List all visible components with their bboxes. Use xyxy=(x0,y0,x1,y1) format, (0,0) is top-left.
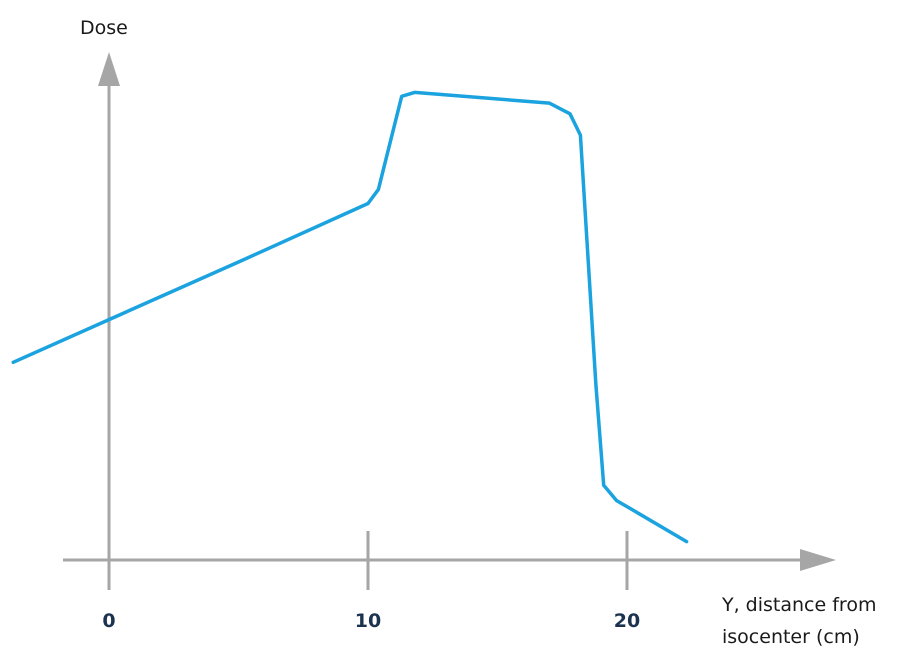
x-axis-arrowhead xyxy=(800,549,836,571)
y-axis-arrowhead xyxy=(98,52,120,86)
x-tick-label-0: 0 xyxy=(102,610,115,632)
x-tick-label-20: 20 xyxy=(614,610,640,632)
axes xyxy=(63,52,836,575)
dose-curve-line xyxy=(11,90,689,544)
x-axis-label-line-2: isocenter (cm) xyxy=(722,626,860,648)
y-axis-label: Dose xyxy=(80,17,128,39)
x-tick-label-10: 10 xyxy=(355,610,381,632)
x-axis-label-line-1: Y, distance from xyxy=(721,594,876,616)
x-ticks: 0 10 20 xyxy=(102,531,640,632)
